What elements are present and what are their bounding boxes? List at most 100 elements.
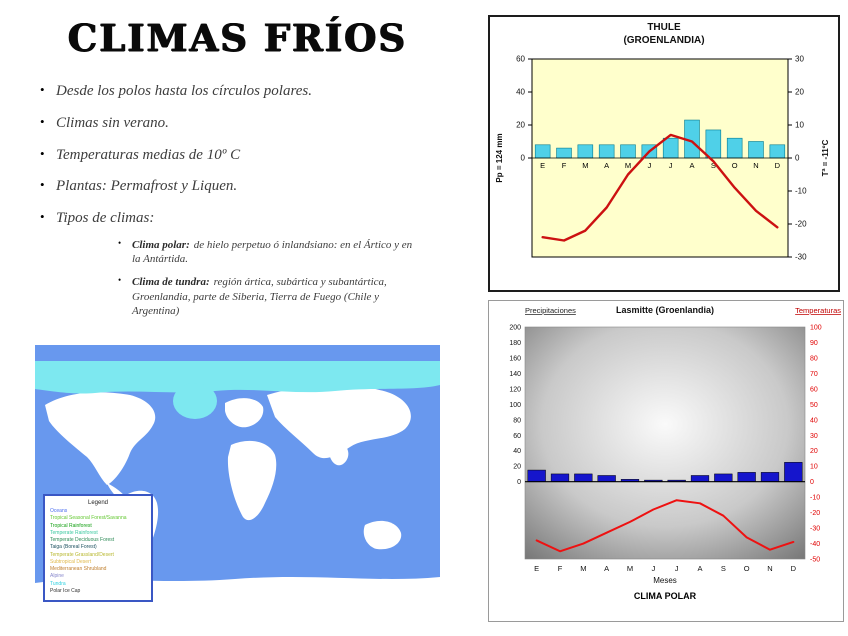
svg-text:Lasmitte (Groenlandia): Lasmitte (Groenlandia): [616, 305, 714, 315]
svg-text:-30: -30: [810, 526, 820, 533]
svg-text:80: 80: [810, 355, 818, 362]
svg-text:40: 40: [810, 417, 818, 424]
svg-text:180: 180: [509, 340, 521, 347]
bullet-item: Desde los polos hasta los círculos polar…: [38, 82, 468, 101]
svg-text:O: O: [732, 161, 738, 170]
svg-text:J: J: [647, 161, 651, 170]
svg-text:30: 30: [810, 433, 818, 440]
svg-text:M: M: [582, 161, 588, 170]
svg-text:J: J: [669, 161, 673, 170]
svg-text:160: 160: [509, 355, 521, 362]
svg-text:0: 0: [795, 154, 800, 163]
legend-item: Polar Ice Cap: [50, 587, 81, 594]
legend-item: Alpine: [50, 573, 64, 580]
sub-bullet-list: Clima polar:de hielo perpetuo ó inlandsi…: [118, 238, 418, 318]
svg-text:-20: -20: [810, 510, 820, 517]
svg-text:F: F: [562, 161, 567, 170]
svg-text:-10: -10: [810, 495, 820, 502]
legend-item: Temperate Grassland/Desert: [50, 551, 114, 558]
legend-item: Tropical Seasonal Forest/Savanna: [50, 515, 127, 522]
sub-bullet-item: Clima de tundra:región ártica, subártica…: [118, 275, 418, 318]
map-tundra-band: [35, 361, 440, 419]
svg-text:80: 80: [513, 417, 521, 424]
svg-text:Temperaturas: Temperaturas: [795, 306, 841, 315]
bullet-list: Desde los polos hasta los círculos polar…: [38, 82, 468, 331]
svg-text:60: 60: [513, 433, 521, 440]
svg-text:S: S: [711, 161, 716, 170]
svg-text:-10: -10: [795, 187, 807, 196]
svg-text:N: N: [767, 564, 772, 573]
svg-text:O: O: [744, 564, 750, 573]
bullet-item: Tipos de climas: Clima polar:de hielo pe…: [38, 209, 468, 318]
svg-text:M: M: [625, 161, 631, 170]
lasmitte-climograph: 200 180 160 140 120 100 80 60 40 20 0 100 90 80 70 60 50…: [488, 300, 844, 622]
world-biome-map: Legend Oceans Tropical Seasonal Forest/Sa…: [35, 345, 440, 610]
svg-text:20: 20: [513, 464, 521, 471]
legend-item: Tundra: [50, 580, 66, 587]
bullet-text: Climas sin verano.: [56, 114, 169, 131]
sub-bullet-text: región ártica, subártica y subantártica,…: [132, 276, 387, 317]
bullet-text: Desde los polos hasta los círculos polar…: [56, 83, 312, 99]
svg-text:100: 100: [509, 402, 521, 409]
legend-item: Oceans: [50, 508, 68, 514]
svg-text:0: 0: [517, 479, 521, 486]
chart-title-line1: THULE: [647, 22, 681, 33]
svg-text:20: 20: [516, 121, 525, 130]
svg-text:20: 20: [795, 88, 804, 97]
svg-text:10: 10: [810, 464, 818, 471]
bullet-text: Tipos de climas:: [56, 210, 155, 226]
svg-text:S: S: [721, 564, 726, 573]
bullet-item: Temperaturas medias de 10º C: [38, 146, 468, 165]
legend-title: Legend: [87, 500, 109, 506]
bullet-item: Plantas: Permafrost y Liquen.: [38, 177, 468, 196]
svg-text:60: 60: [516, 55, 525, 64]
legend-item: Subtropical Desert: [50, 558, 92, 565]
legend-item: Mediterranean Shrubland: [50, 566, 107, 572]
svg-text:20: 20: [810, 448, 818, 455]
svg-text:F: F: [558, 564, 563, 573]
svg-text:70: 70: [810, 371, 818, 378]
svg-text:A: A: [604, 161, 609, 170]
svg-text:140: 140: [509, 371, 521, 378]
bullet-text: Plantas: Permafrost y Liquen.: [56, 178, 238, 195]
legend-item: Taiga (Boreal Forest): [50, 544, 97, 551]
bullet-item: Climas sin verano.: [38, 114, 468, 133]
sub-bullet-item: Clima polar:de hielo perpetuo ó inlandsi…: [118, 238, 418, 267]
svg-text:A: A: [689, 161, 694, 170]
sub-bullet-lead: Clima polar:: [132, 238, 190, 251]
svg-text:M: M: [627, 564, 633, 573]
svg-text:N: N: [753, 161, 758, 170]
svg-text:E: E: [534, 564, 539, 573]
svg-text:90: 90: [810, 340, 818, 347]
svg-text:Pp = 124 mm: Pp = 124 mm: [495, 133, 504, 182]
sub-bullet-text: de hielo perpetuo ó inlandsiano: en el Á…: [132, 238, 413, 266]
svg-text:200: 200: [509, 325, 521, 332]
thule-climograph: THULE (GROENLANDIA) E F M A M J J A S O N D 60 40 20 0 3…: [488, 15, 840, 292]
svg-text:50: 50: [810, 402, 818, 409]
map-legend: Legend Oceans Tropical Seasonal Forest/Sa…: [43, 494, 153, 602]
svg-text:Precipitaciones: Precipitaciones: [525, 306, 576, 315]
svg-text:Tª = -11ºC: Tª = -11ºC: [821, 139, 830, 176]
sub-bullet-lead: Clima de tundra:: [132, 276, 210, 289]
svg-text:40: 40: [516, 88, 525, 97]
legend-items: Oceans Tropical Seasonal Forest/Savanna Tr…: [50, 508, 146, 595]
svg-text:J: J: [651, 564, 655, 573]
legend-item: Temperate Rainforest: [50, 529, 98, 536]
svg-text:0: 0: [521, 154, 526, 163]
svg-text:10: 10: [795, 121, 804, 130]
legend-item: Tropical Rainforest: [50, 522, 92, 529]
svg-text:-20: -20: [795, 220, 807, 229]
bullet-text: Temperaturas medias de 10º C: [56, 146, 241, 163]
svg-text:-40: -40: [810, 541, 820, 548]
svg-text:CLIMA POLAR: CLIMA POLAR: [634, 591, 697, 601]
svg-text:D: D: [791, 564, 797, 573]
svg-text:A: A: [604, 564, 609, 573]
svg-text:100: 100: [810, 325, 822, 332]
page-title: CLIMAS FRÍOS: [67, 16, 408, 60]
svg-text:Meses: Meses: [653, 576, 677, 585]
svg-text:-30: -30: [795, 253, 807, 262]
svg-text:J: J: [675, 564, 679, 573]
svg-text:D: D: [775, 161, 781, 170]
svg-text:40: 40: [513, 448, 521, 455]
